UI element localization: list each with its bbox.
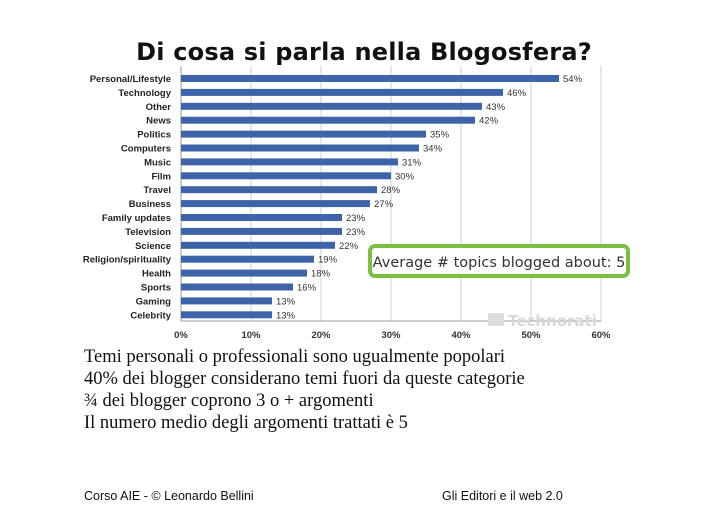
bar (181, 186, 377, 194)
x-tick-label: 40% (451, 330, 471, 341)
x-tick-label: 0% (174, 330, 188, 341)
value-label: 43% (486, 102, 506, 113)
bar (181, 311, 272, 319)
x-tick-label: 20% (311, 330, 331, 341)
value-label: 31% (402, 157, 422, 168)
callout-box (368, 244, 630, 278)
category-label: Politics (137, 130, 171, 141)
bullet-item: Temi personali o professionali sono ugua… (84, 347, 506, 367)
bar (181, 214, 342, 221)
category-label: Health (142, 269, 171, 280)
footer-course-title: Gli Editori e il web 2.0 (442, 489, 563, 503)
bar (181, 283, 293, 291)
x-axis-ticks: 0% 10% 20% 30% 40% 50% 60% (174, 330, 611, 341)
bar (181, 172, 391, 180)
footer-credit: Corso AIE - © Leonardo Bellini (84, 489, 254, 503)
watermark-logo-icon (488, 313, 504, 326)
bar (181, 88, 503, 96)
category-label: Other (146, 102, 172, 113)
value-label: 34% (423, 144, 443, 155)
category-label: Computers (121, 144, 171, 155)
value-label: 18% (311, 269, 331, 280)
bar (181, 144, 419, 152)
category-label: Religion/spirituality (83, 255, 172, 266)
category-label: Travel (144, 185, 171, 196)
average-topics-callout: Average # topics blogged about: 5 (368, 244, 630, 278)
value-label: 35% (430, 130, 450, 141)
bar (181, 102, 482, 110)
value-label: 16% (297, 283, 317, 294)
category-label: Television (125, 227, 171, 238)
x-tick-label: 10% (241, 330, 261, 341)
bullet-item: ¾ dei blogger coprono 3 o + argomenti (84, 391, 374, 411)
value-label: 54% (563, 74, 583, 85)
bar (181, 130, 426, 138)
category-label: Sports (141, 283, 171, 294)
value-label: 13% (276, 310, 296, 321)
bar-chart: Personal/Lifestyle 54% Technology 46% Other 4… (83, 66, 630, 341)
bullet-list: Temi personali o professionali sono ugua… (84, 346, 525, 434)
watermark-text: Technorati (508, 312, 597, 330)
bar (181, 158, 398, 166)
x-tick-label: 30% (381, 330, 401, 341)
value-label: 23% (346, 227, 366, 238)
category-label: News (146, 116, 171, 127)
category-label: Business (129, 199, 171, 210)
bar (181, 255, 314, 263)
category-label: Film (151, 171, 171, 182)
bar (181, 75, 559, 82)
bullet-item: Il numero medio degli argomenti trattati… (84, 413, 408, 433)
value-label: 42% (479, 116, 499, 127)
technorati-watermark: Technorati (488, 312, 597, 330)
bar (181, 269, 307, 277)
bar (181, 241, 335, 249)
bar (181, 200, 370, 208)
value-label: 30% (395, 171, 415, 182)
value-label: 13% (276, 296, 296, 307)
callout-text: Average # topics blogged about: 5 (373, 255, 626, 271)
chart-bars: Personal/Lifestyle 54% Technology 46% Other 4… (83, 74, 583, 321)
category-label: Celebrity (130, 310, 171, 321)
value-label: 28% (381, 185, 401, 196)
value-label: 22% (339, 241, 359, 252)
category-label: Family updates (102, 213, 171, 224)
x-tick-label: 50% (521, 330, 541, 341)
bar (181, 297, 272, 305)
category-label: Gaming (136, 296, 172, 307)
value-label: 23% (346, 213, 366, 224)
category-label: Personal/Lifestyle (90, 74, 171, 85)
category-label: Music (144, 157, 171, 168)
bar (181, 116, 475, 124)
value-label: 27% (374, 199, 394, 210)
x-tick-label: 60% (591, 330, 611, 341)
bar (181, 227, 342, 235)
slide-title: Di cosa si parla nella Blogosfera? (136, 38, 592, 66)
value-label: 46% (507, 88, 527, 99)
bullet-item: 40% dei blogger considerano temi fuori d… (84, 369, 525, 389)
category-label: Science (135, 241, 171, 252)
category-label: Technology (118, 88, 171, 99)
value-label: 19% (318, 255, 338, 266)
